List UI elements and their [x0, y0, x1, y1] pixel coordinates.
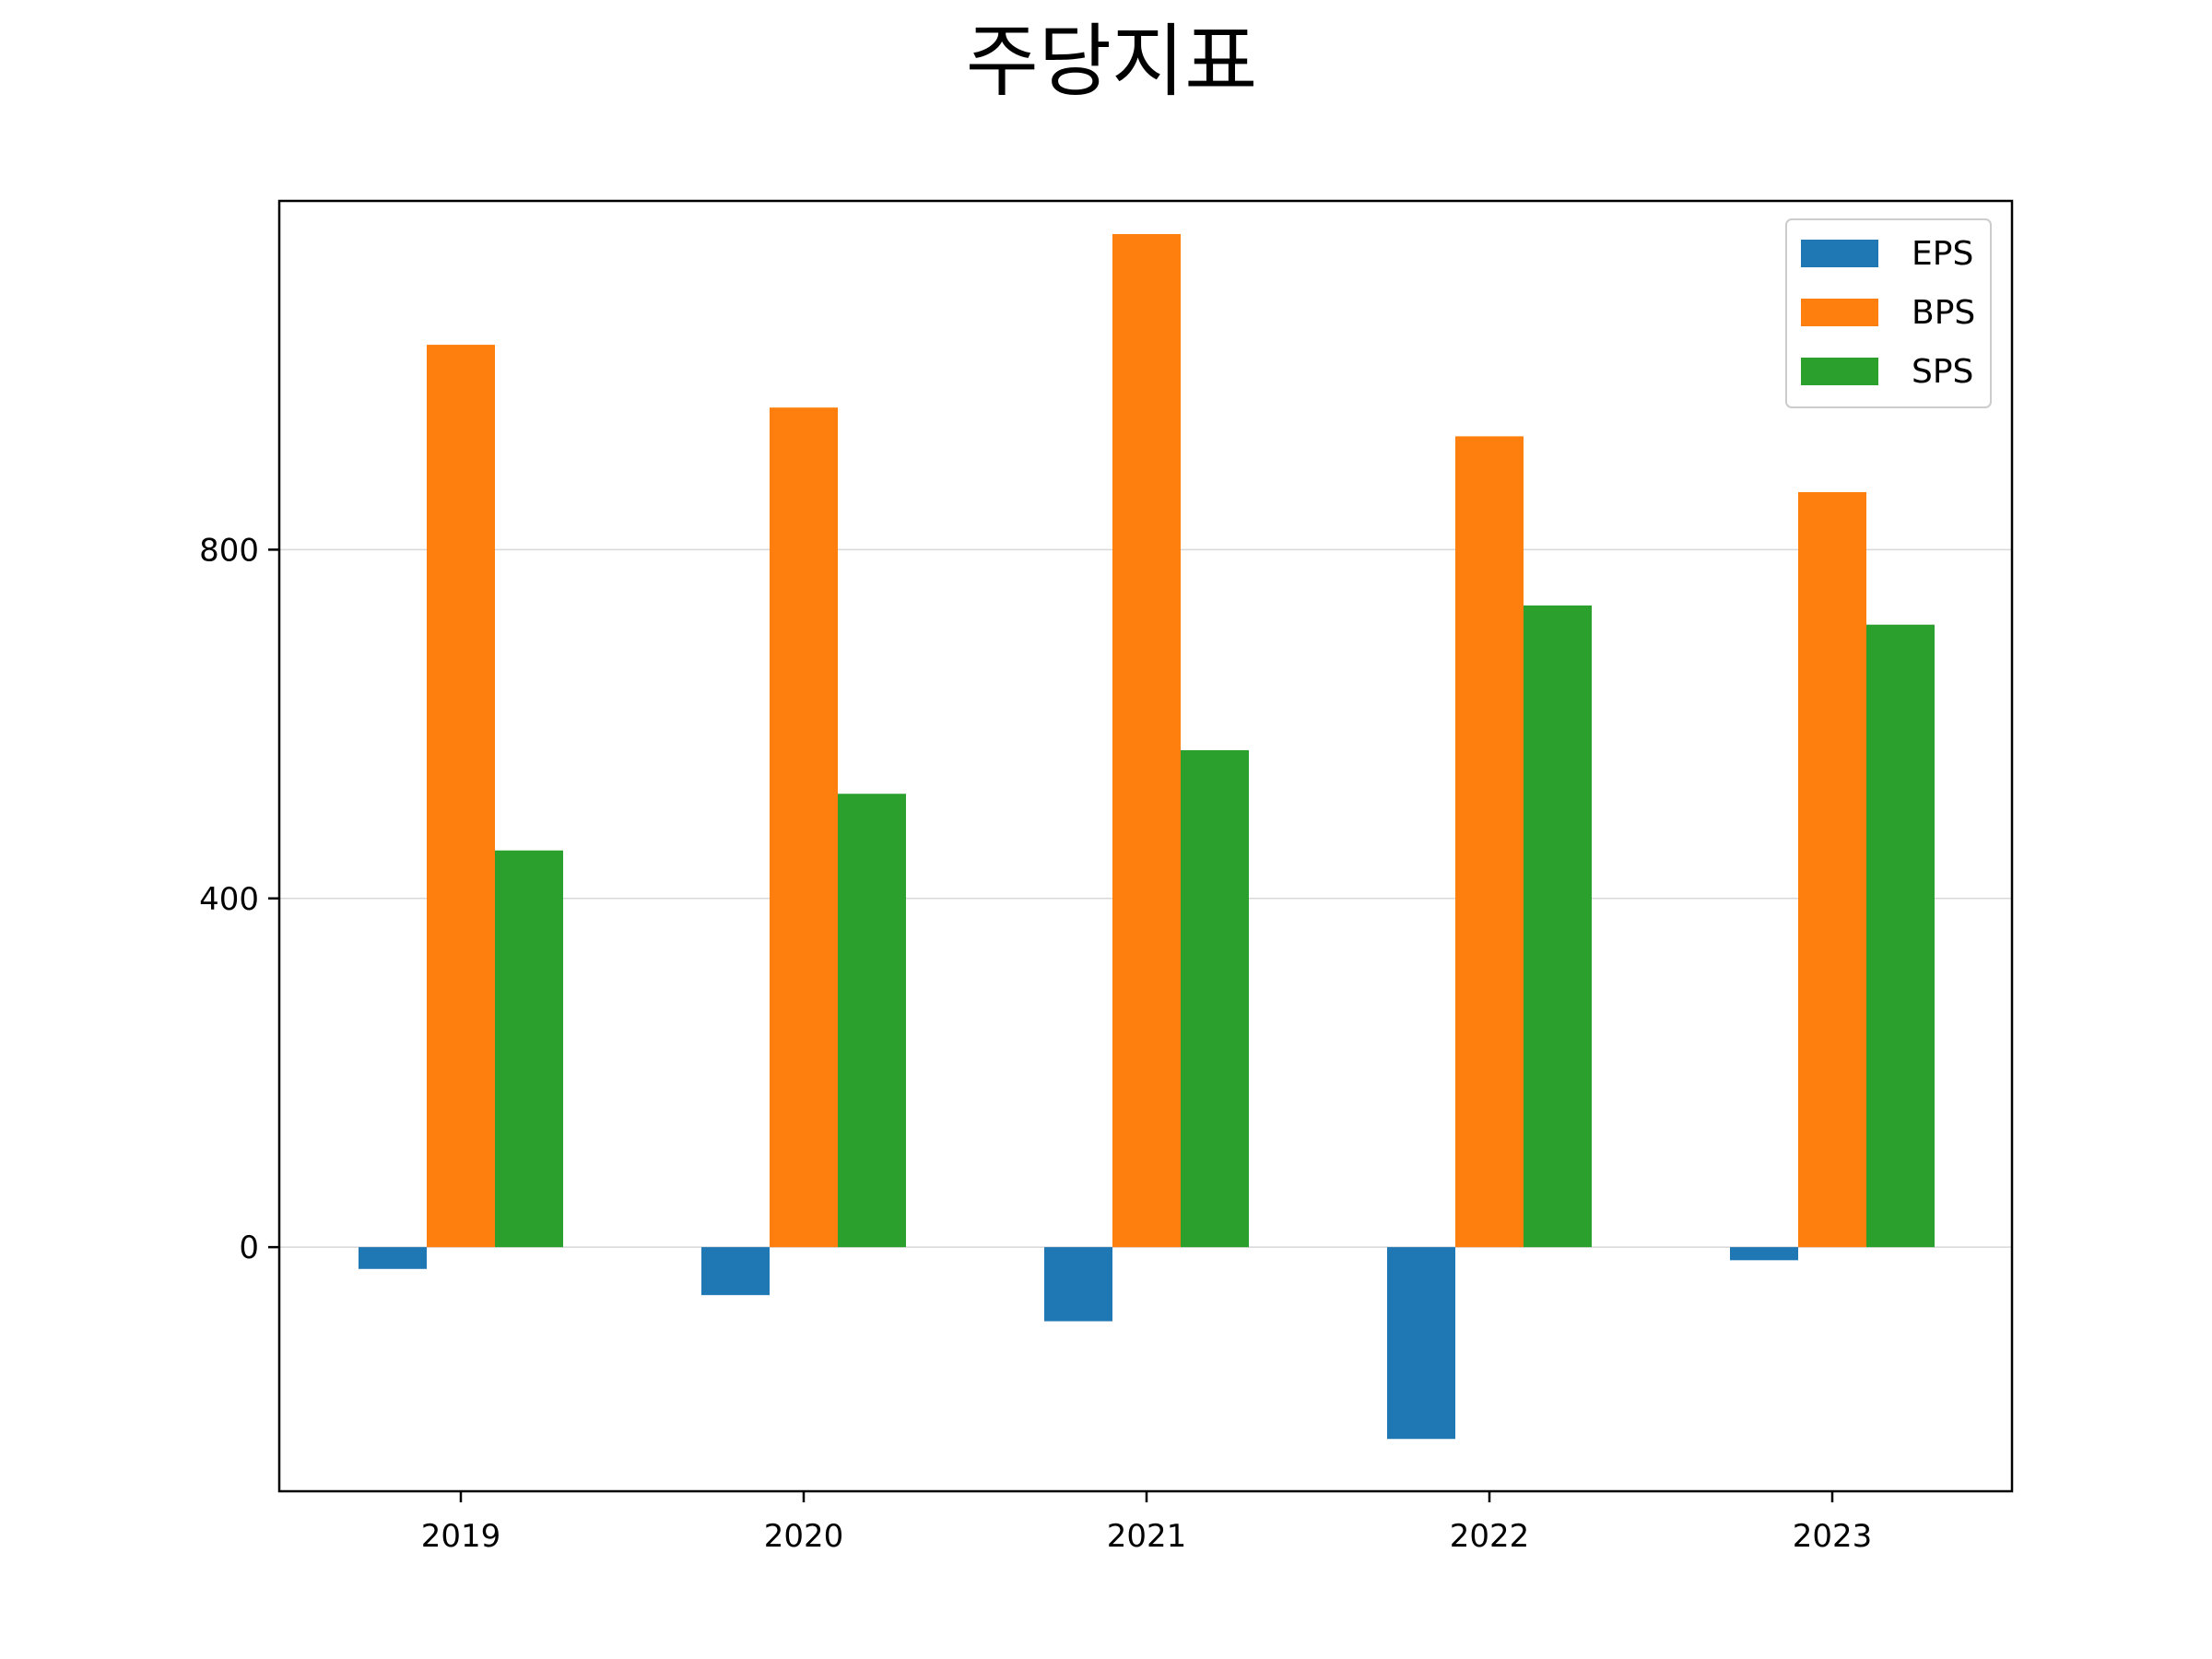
- bar-bps-2022: [1455, 436, 1524, 1248]
- y-axis: 0 400 800: [199, 532, 279, 1266]
- chart-title: 주당지표: [966, 16, 1257, 108]
- bar-eps-2023: [1730, 1247, 1798, 1261]
- x-axis: 2019 2020 2021 2022 2023: [421, 1491, 1873, 1555]
- y-tick-label: 0: [239, 1230, 259, 1266]
- y-tick-label: 400: [199, 881, 259, 918]
- bar-bps-2021: [1112, 233, 1181, 1248]
- legend-label-bps: BPS: [1912, 294, 1975, 332]
- bar-eps-2022: [1387, 1247, 1455, 1440]
- x-tick-label: 2020: [764, 1518, 844, 1555]
- bar-bps-2019: [427, 345, 495, 1248]
- bar-sps-2021: [1181, 749, 1249, 1248]
- x-tick-label: 2021: [1107, 1518, 1187, 1555]
- bar-eps-2020: [701, 1247, 770, 1296]
- legend: EPS BPS SPS: [1785, 218, 1992, 408]
- bar-bps-2020: [770, 407, 838, 1248]
- bar-bps-2023: [1798, 491, 1866, 1248]
- bar-sps-2023: [1866, 624, 1935, 1248]
- legend-label-eps: EPS: [1912, 235, 1973, 273]
- x-tick-label: 2022: [1450, 1518, 1530, 1555]
- x-tick-label: 2023: [1793, 1518, 1873, 1555]
- bars: [359, 233, 1935, 1440]
- bar-sps-2022: [1524, 605, 1592, 1248]
- legend-swatch-sps: [1801, 358, 1878, 385]
- bar-sps-2019: [495, 850, 563, 1248]
- x-tick-label: 2019: [421, 1518, 501, 1555]
- legend-label-sps: SPS: [1912, 353, 1973, 391]
- bar-eps-2021: [1044, 1247, 1112, 1322]
- y-tick-label: 800: [199, 532, 259, 569]
- legend-swatch-bps: [1801, 299, 1878, 326]
- bar-sps-2020: [838, 794, 906, 1248]
- legend-swatch-eps: [1801, 240, 1878, 267]
- bar-eps-2019: [359, 1247, 427, 1269]
